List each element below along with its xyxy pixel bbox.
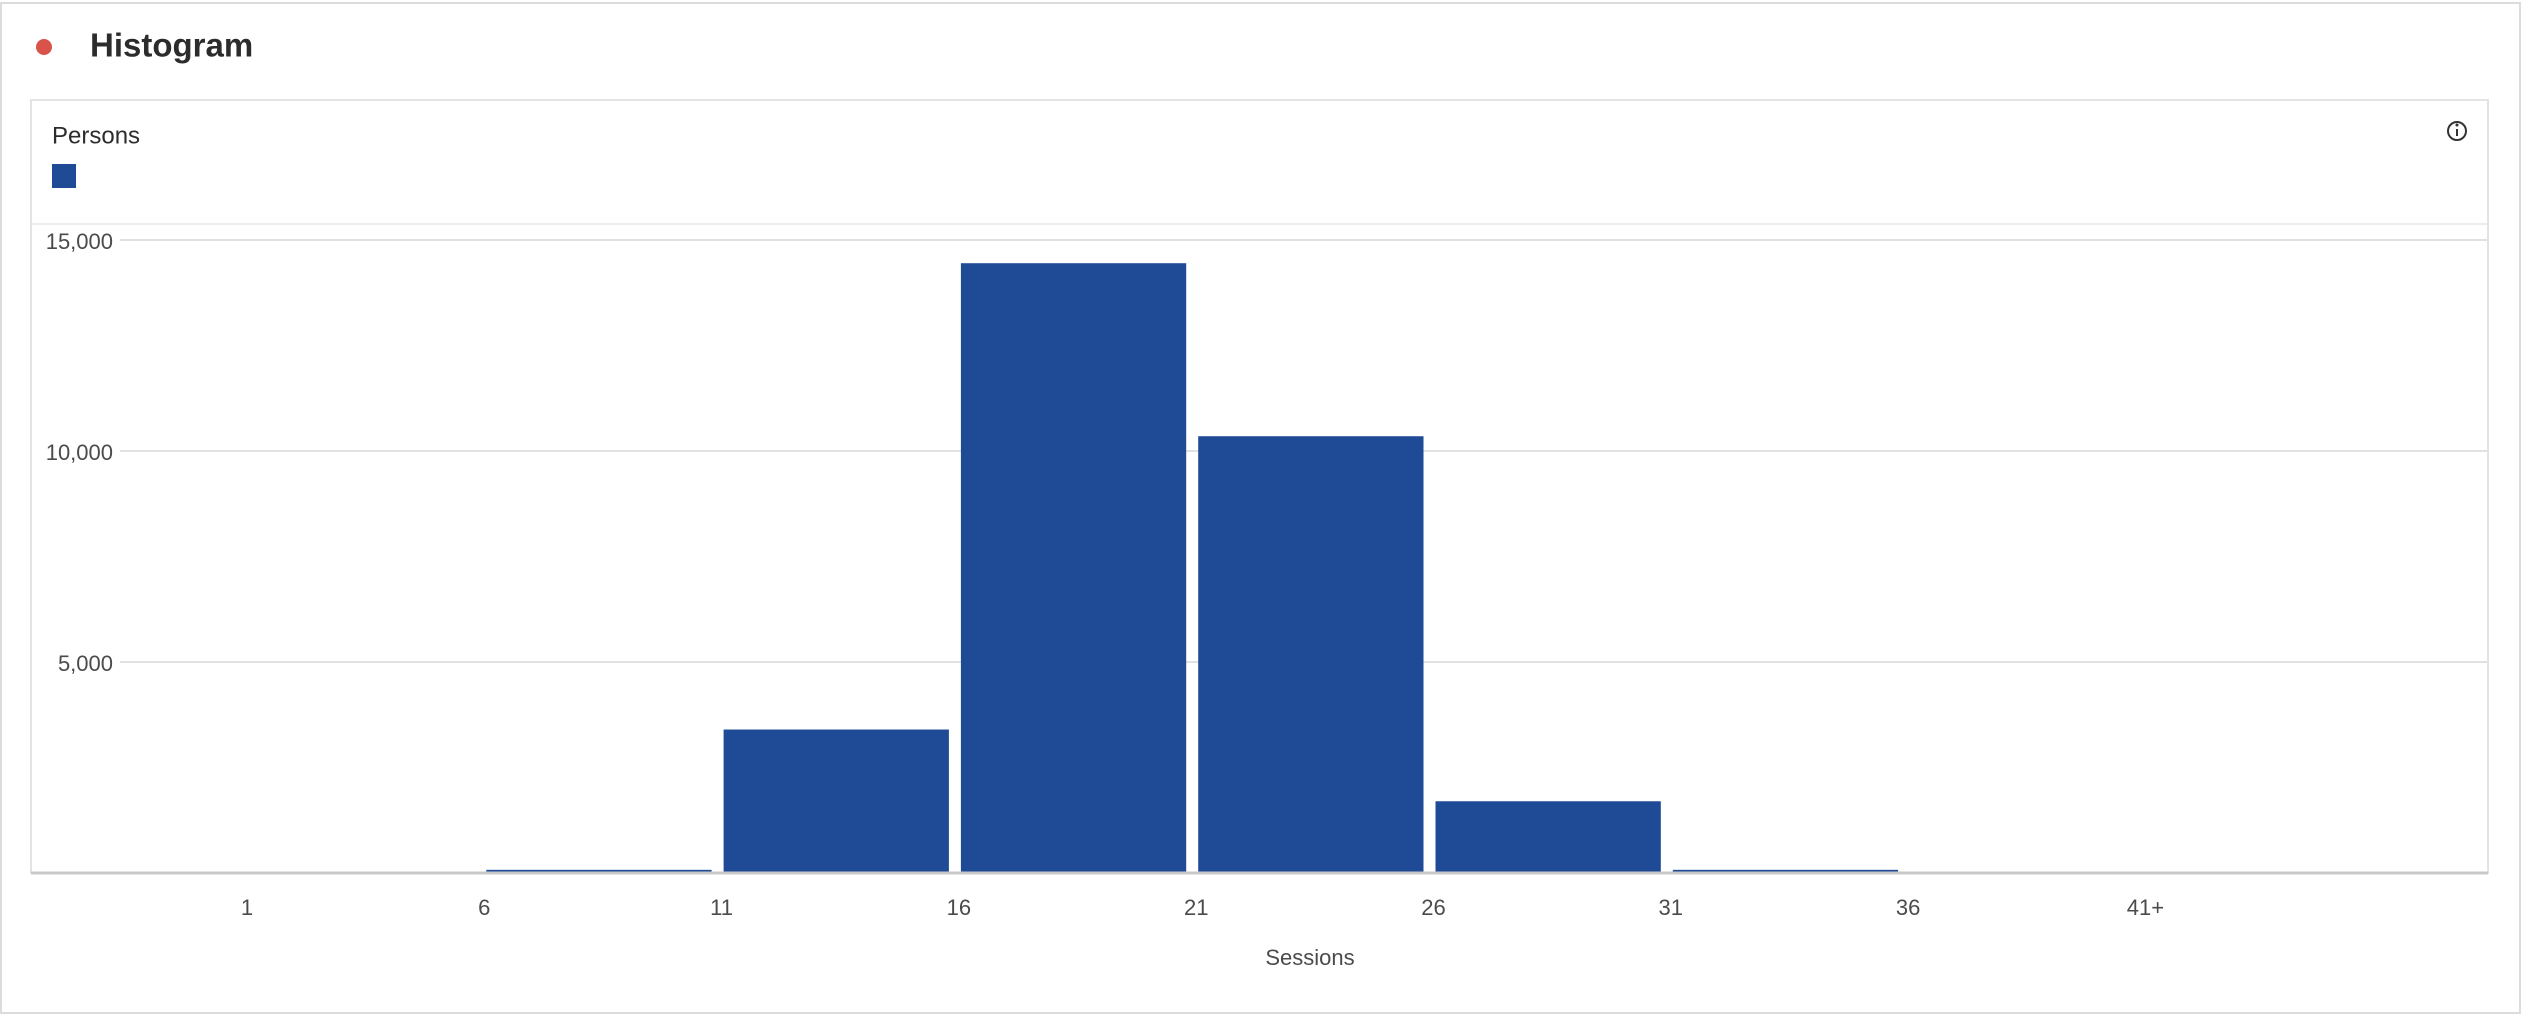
y-tick-label: 15,000 [46,229,113,254]
bar [960,263,1187,874]
x-tick-label: 31 [1659,895,1683,920]
bar [1672,869,1899,873]
x-tick-label: 36 [1896,895,1920,920]
y-tick-label: 5,000 [58,651,113,676]
x-tick-label: 1 [241,895,253,920]
bar [1198,436,1424,873]
info-dot [2455,123,2459,127]
x-tick-label: 26 [1421,895,1445,920]
bar [486,869,712,873]
status-dot [36,39,52,55]
legend-label: Persons [52,122,140,149]
info-circle[interactable] [2447,121,2467,141]
x-axis-title: Sessions [1265,945,1354,970]
x-tick-label: 11 [710,895,733,920]
x-tick-label: 16 [947,895,971,920]
bar [723,729,949,873]
info-icon[interactable] [2447,121,2467,141]
x-tick-label: 21 [1184,895,1208,920]
bar [1435,801,1661,873]
y-tick-label: 10,000 [46,440,113,465]
chart-title: Histogram [90,27,253,64]
legend-swatch [52,164,76,188]
x-tick-label: 41+ [2127,895,2164,920]
x-tick-label: 6 [478,895,490,920]
